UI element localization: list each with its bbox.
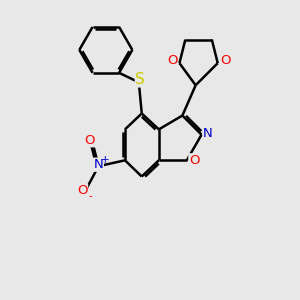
Text: O: O <box>77 184 88 197</box>
Text: S: S <box>135 72 145 87</box>
Text: -: - <box>88 191 92 202</box>
Text: O: O <box>84 134 95 147</box>
Text: N: N <box>94 158 103 171</box>
Text: O: O <box>189 154 200 167</box>
Text: +: + <box>100 155 109 165</box>
Text: O: O <box>220 54 230 67</box>
Text: N: N <box>203 127 213 140</box>
Text: O: O <box>167 54 177 67</box>
